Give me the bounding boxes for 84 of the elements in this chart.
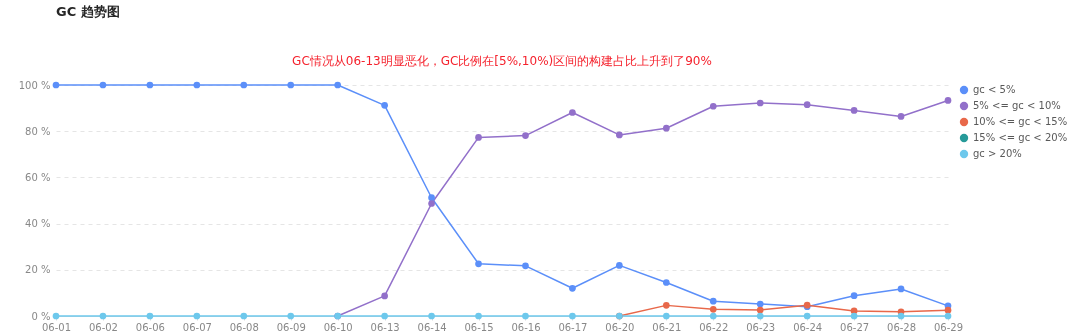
y-tick-label: 80 %: [25, 125, 51, 137]
x-tick-label: 06-08: [229, 321, 259, 333]
point: [756, 312, 764, 320]
x-tick-label: 06-17: [558, 321, 588, 333]
point: [99, 81, 107, 89]
x-tick-label: 06-27: [840, 321, 870, 333]
point: [381, 312, 388, 320]
point: [287, 312, 295, 320]
x-tick-label: 06-22: [699, 321, 729, 333]
x-tick-label: 06-23: [746, 321, 776, 333]
point: [522, 262, 529, 270]
legend-label: 10% <= gc < 15%: [973, 116, 1068, 127]
point: [850, 312, 858, 320]
x-tick-label: 06-28: [887, 321, 917, 333]
point: [662, 312, 670, 320]
point: [897, 312, 905, 320]
legend-label: 15% <= gc < 20%: [973, 132, 1068, 143]
point: [428, 200, 435, 207]
point: [756, 300, 764, 308]
point: [193, 81, 201, 89]
point: [381, 292, 388, 300]
chart-title: GC 趋势图: [56, 4, 120, 19]
point: [240, 312, 248, 320]
x-tick-label: 06-21: [652, 321, 682, 333]
point: [850, 292, 858, 300]
point: [616, 262, 623, 269]
point: [616, 131, 623, 139]
point: [146, 81, 154, 89]
point: [803, 101, 811, 108]
x-tick-label: 06-13: [370, 321, 400, 333]
point: [944, 97, 952, 104]
point: [193, 312, 201, 320]
x-tick-label: 06-15: [464, 321, 494, 333]
point: [709, 312, 717, 320]
point: [428, 312, 435, 320]
text: GC情况从06-13明显恶化，GC比例在[5%,10%)区间的构建占比上升到了90%: [292, 54, 712, 68]
x-tick-label: 06-06: [135, 321, 165, 333]
point: [897, 285, 905, 293]
y-tick-label: 100 %: [18, 79, 51, 91]
x-tick-label: 06-02: [88, 321, 118, 333]
x-tick-label: 06-16: [511, 321, 541, 333]
point: [662, 279, 670, 286]
legend-label: gc > 20%: [973, 148, 1022, 159]
x-tick-label: 06-29: [933, 321, 964, 333]
point: [803, 312, 811, 320]
point: [52, 81, 60, 89]
legend-label: 5% <= gc < 10%: [973, 100, 1061, 111]
point: [709, 102, 717, 110]
point: [334, 81, 342, 89]
point: [99, 312, 107, 320]
point: [522, 312, 529, 320]
x-tick-label: 06-14: [417, 321, 447, 333]
x-tick-label: 06-07: [182, 321, 212, 333]
point: [146, 312, 154, 320]
point: [569, 109, 576, 116]
legend-label: gc < 5%: [973, 84, 1016, 95]
x-tick-label: 06-10: [323, 321, 353, 333]
point: [475, 312, 482, 320]
point: [475, 260, 482, 268]
point: [287, 81, 295, 89]
point: [897, 113, 905, 120]
y-tick-label: 60 %: [25, 171, 51, 183]
point: [944, 306, 952, 314]
point: [709, 297, 717, 305]
point: [662, 124, 670, 132]
point: [381, 101, 388, 109]
point: [428, 194, 435, 202]
point: [569, 284, 576, 292]
y-tick-label: 0 %: [31, 310, 51, 322]
point: [522, 132, 529, 139]
point: [240, 81, 248, 89]
y-tick-label: 40 %: [25, 218, 51, 230]
point: [756, 306, 764, 314]
point: [569, 312, 576, 320]
x-tick-label: 06-20: [605, 321, 635, 333]
point: [756, 99, 764, 107]
point: [475, 134, 482, 141]
x-tick-label: 06-01: [41, 321, 72, 333]
point: [709, 305, 717, 313]
x-tick-label: 06-09: [276, 321, 306, 333]
x-tick-label: 06-24: [793, 321, 823, 333]
y-tick-label: 20 %: [25, 264, 51, 276]
point: [850, 107, 858, 114]
point: [662, 302, 670, 309]
